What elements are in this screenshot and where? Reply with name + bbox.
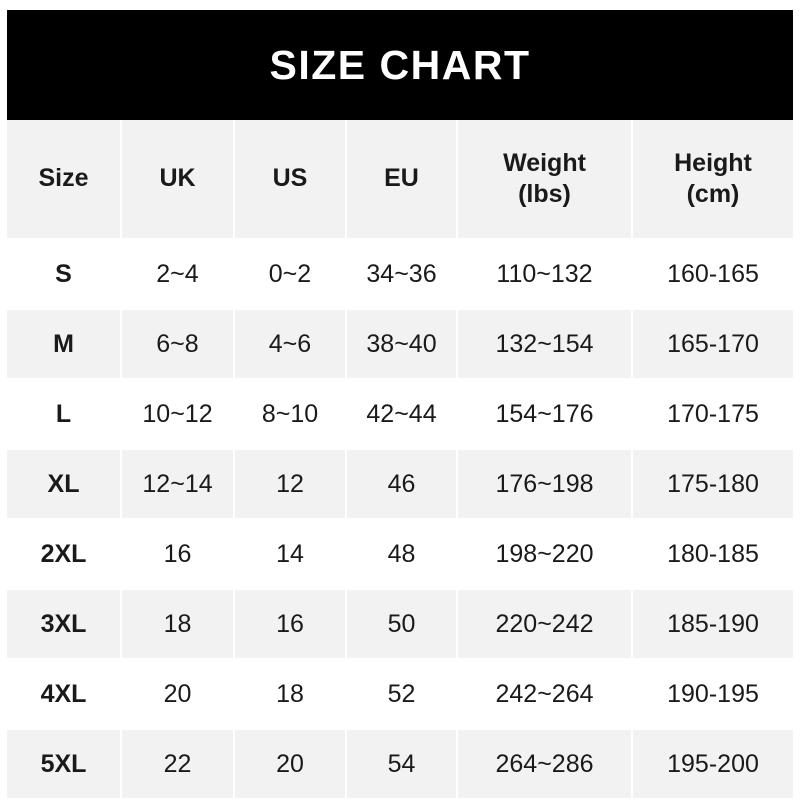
cell-us: 20	[235, 730, 347, 800]
cell-uk: 10~12	[122, 380, 235, 450]
cell-uk: 16	[122, 520, 235, 590]
cell-uk: 20	[122, 660, 235, 730]
table-row: 2XL 16 14 48 198~220 180-185	[7, 520, 793, 590]
cell-weight: 132~154	[458, 310, 633, 380]
column-header-label: US	[272, 164, 308, 193]
column-header-eu: EU	[347, 120, 458, 240]
column-header-unit: (lbs)	[518, 180, 571, 208]
cell-height: 185-190	[633, 590, 793, 660]
cell-size: 3XL	[7, 590, 122, 660]
column-header-height: Height (cm)	[633, 120, 793, 240]
cell-us: 16	[235, 590, 347, 660]
cell-uk: 22	[122, 730, 235, 800]
cell-weight: 220~242	[458, 590, 633, 660]
cell-size: XL	[7, 450, 122, 520]
cell-height: 195-200	[633, 730, 793, 800]
table-body: S 2~4 0~2 34~36 110~132 160-165 M 6~8 4~6 38~40 13…	[7, 240, 793, 800]
column-header-label: UK	[159, 164, 196, 193]
cell-eu: 54	[347, 730, 458, 800]
cell-size: 2XL	[7, 520, 122, 590]
cell-weight: 110~132	[458, 240, 633, 310]
cell-uk: 18	[122, 590, 235, 660]
cell-height: 165-170	[633, 310, 793, 380]
table-header: Size UK US EU Weight (lbs) Height (cm)	[7, 120, 793, 240]
cell-size: 4XL	[7, 660, 122, 730]
cell-height: 190-195	[633, 660, 793, 730]
size-chart-card: SIZE CHART Size UK US EU Weight (lbs) Height (c…	[7, 10, 793, 800]
column-header-weight: Weight (lbs)	[458, 120, 633, 240]
column-header-label: Height	[674, 148, 752, 177]
cell-us: 8~10	[235, 380, 347, 450]
column-header-us: US	[235, 120, 347, 240]
table-header-row: Size UK US EU Weight (lbs) Height (cm)	[7, 120, 793, 240]
cell-eu: 48	[347, 520, 458, 590]
cell-us: 12	[235, 450, 347, 520]
title-banner: SIZE CHART	[7, 10, 793, 120]
column-header-label: Weight	[503, 148, 586, 177]
cell-us: 18	[235, 660, 347, 730]
cell-us: 4~6	[235, 310, 347, 380]
cell-size: M	[7, 310, 122, 380]
cell-eu: 50	[347, 590, 458, 660]
table-row: L 10~12 8~10 42~44 154~176 170-175	[7, 380, 793, 450]
cell-height: 160-165	[633, 240, 793, 310]
table-row: 5XL 22 20 54 264~286 195-200	[7, 730, 793, 800]
cell-uk: 2~4	[122, 240, 235, 310]
cell-weight: 242~264	[458, 660, 633, 730]
size-chart-table: Size UK US EU Weight (lbs) Height (cm) S 2~4 0~2 3…	[7, 120, 793, 800]
cell-uk: 12~14	[122, 450, 235, 520]
cell-weight: 176~198	[458, 450, 633, 520]
table-row: S 2~4 0~2 34~36 110~132 160-165	[7, 240, 793, 310]
cell-eu: 34~36	[347, 240, 458, 310]
column-header-unit: (cm)	[686, 180, 740, 208]
column-header-label: Size	[38, 164, 89, 193]
cell-size: L	[7, 380, 122, 450]
table-row: XL 12~14 12 46 176~198 175-180	[7, 450, 793, 520]
cell-size: S	[7, 240, 122, 310]
cell-weight: 264~286	[458, 730, 633, 800]
page-title: SIZE CHART	[269, 41, 531, 88]
column-header-label: EU	[384, 164, 419, 193]
cell-eu: 52	[347, 660, 458, 730]
cell-eu: 46	[347, 450, 458, 520]
cell-eu: 42~44	[347, 380, 458, 450]
column-header-size: Size	[7, 120, 122, 240]
cell-height: 180-185	[633, 520, 793, 590]
cell-height: 170-175	[633, 380, 793, 450]
cell-uk: 6~8	[122, 310, 235, 380]
cell-us: 14	[235, 520, 347, 590]
cell-height: 175-180	[633, 450, 793, 520]
cell-weight: 198~220	[458, 520, 633, 590]
cell-weight: 154~176	[458, 380, 633, 450]
cell-us: 0~2	[235, 240, 347, 310]
column-header-uk: UK	[122, 120, 235, 240]
cell-size: 5XL	[7, 730, 122, 800]
table-row: 3XL 18 16 50 220~242 185-190	[7, 590, 793, 660]
cell-eu: 38~40	[347, 310, 458, 380]
table-row: M 6~8 4~6 38~40 132~154 165-170	[7, 310, 793, 380]
table-row: 4XL 20 18 52 242~264 190-195	[7, 660, 793, 730]
